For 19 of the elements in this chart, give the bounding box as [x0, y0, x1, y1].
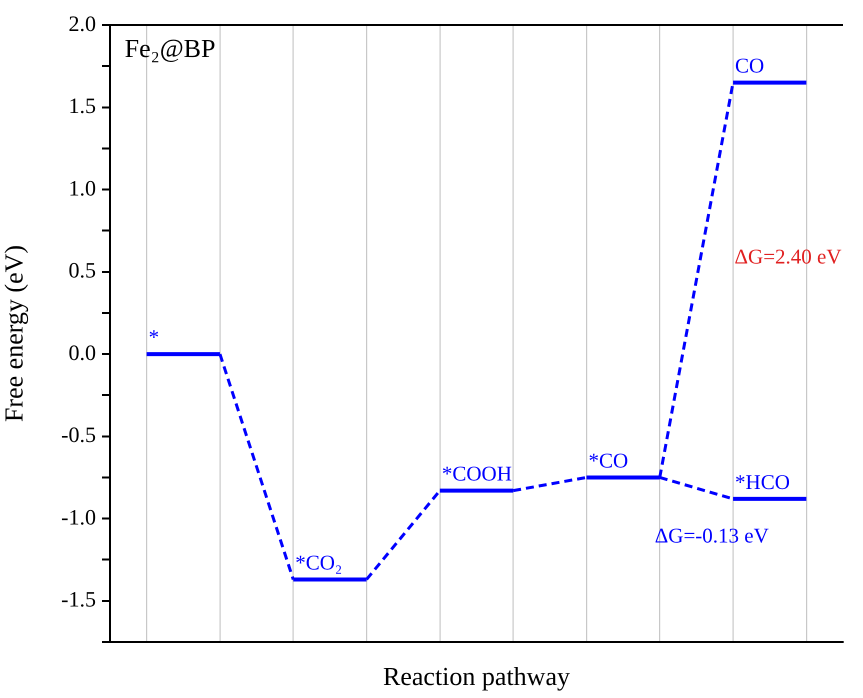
annotation: Fe₂@BP: [124, 34, 216, 64]
data-label: *: [148, 325, 160, 350]
annotation: ΔG=2.40 eV: [734, 244, 842, 269]
y-tick-label: -1.5: [61, 586, 96, 612]
data-label: *COOH: [442, 462, 512, 486]
y-tick-label: 0.0: [68, 340, 96, 365]
data-label: *HCO: [735, 470, 790, 494]
y-tick-label: 0.5: [68, 258, 96, 283]
data-label: *CO: [588, 448, 628, 472]
data-label: CO: [735, 54, 764, 78]
y-axis-title: Free energy (eV): [0, 244, 28, 422]
y-tick-label: -1.0: [61, 504, 96, 530]
data-label: *CO₂: [295, 550, 342, 574]
y-tick-label: 1.5: [68, 93, 96, 118]
y-tick-label: -0.5: [61, 422, 96, 448]
annotation: ΔG=-0.13 eV: [654, 524, 769, 548]
x-axis-title: Reaction pathway: [383, 662, 570, 692]
y-tick-label: 1.0: [68, 175, 96, 200]
y-tick-label: 2.0: [68, 10, 96, 36]
